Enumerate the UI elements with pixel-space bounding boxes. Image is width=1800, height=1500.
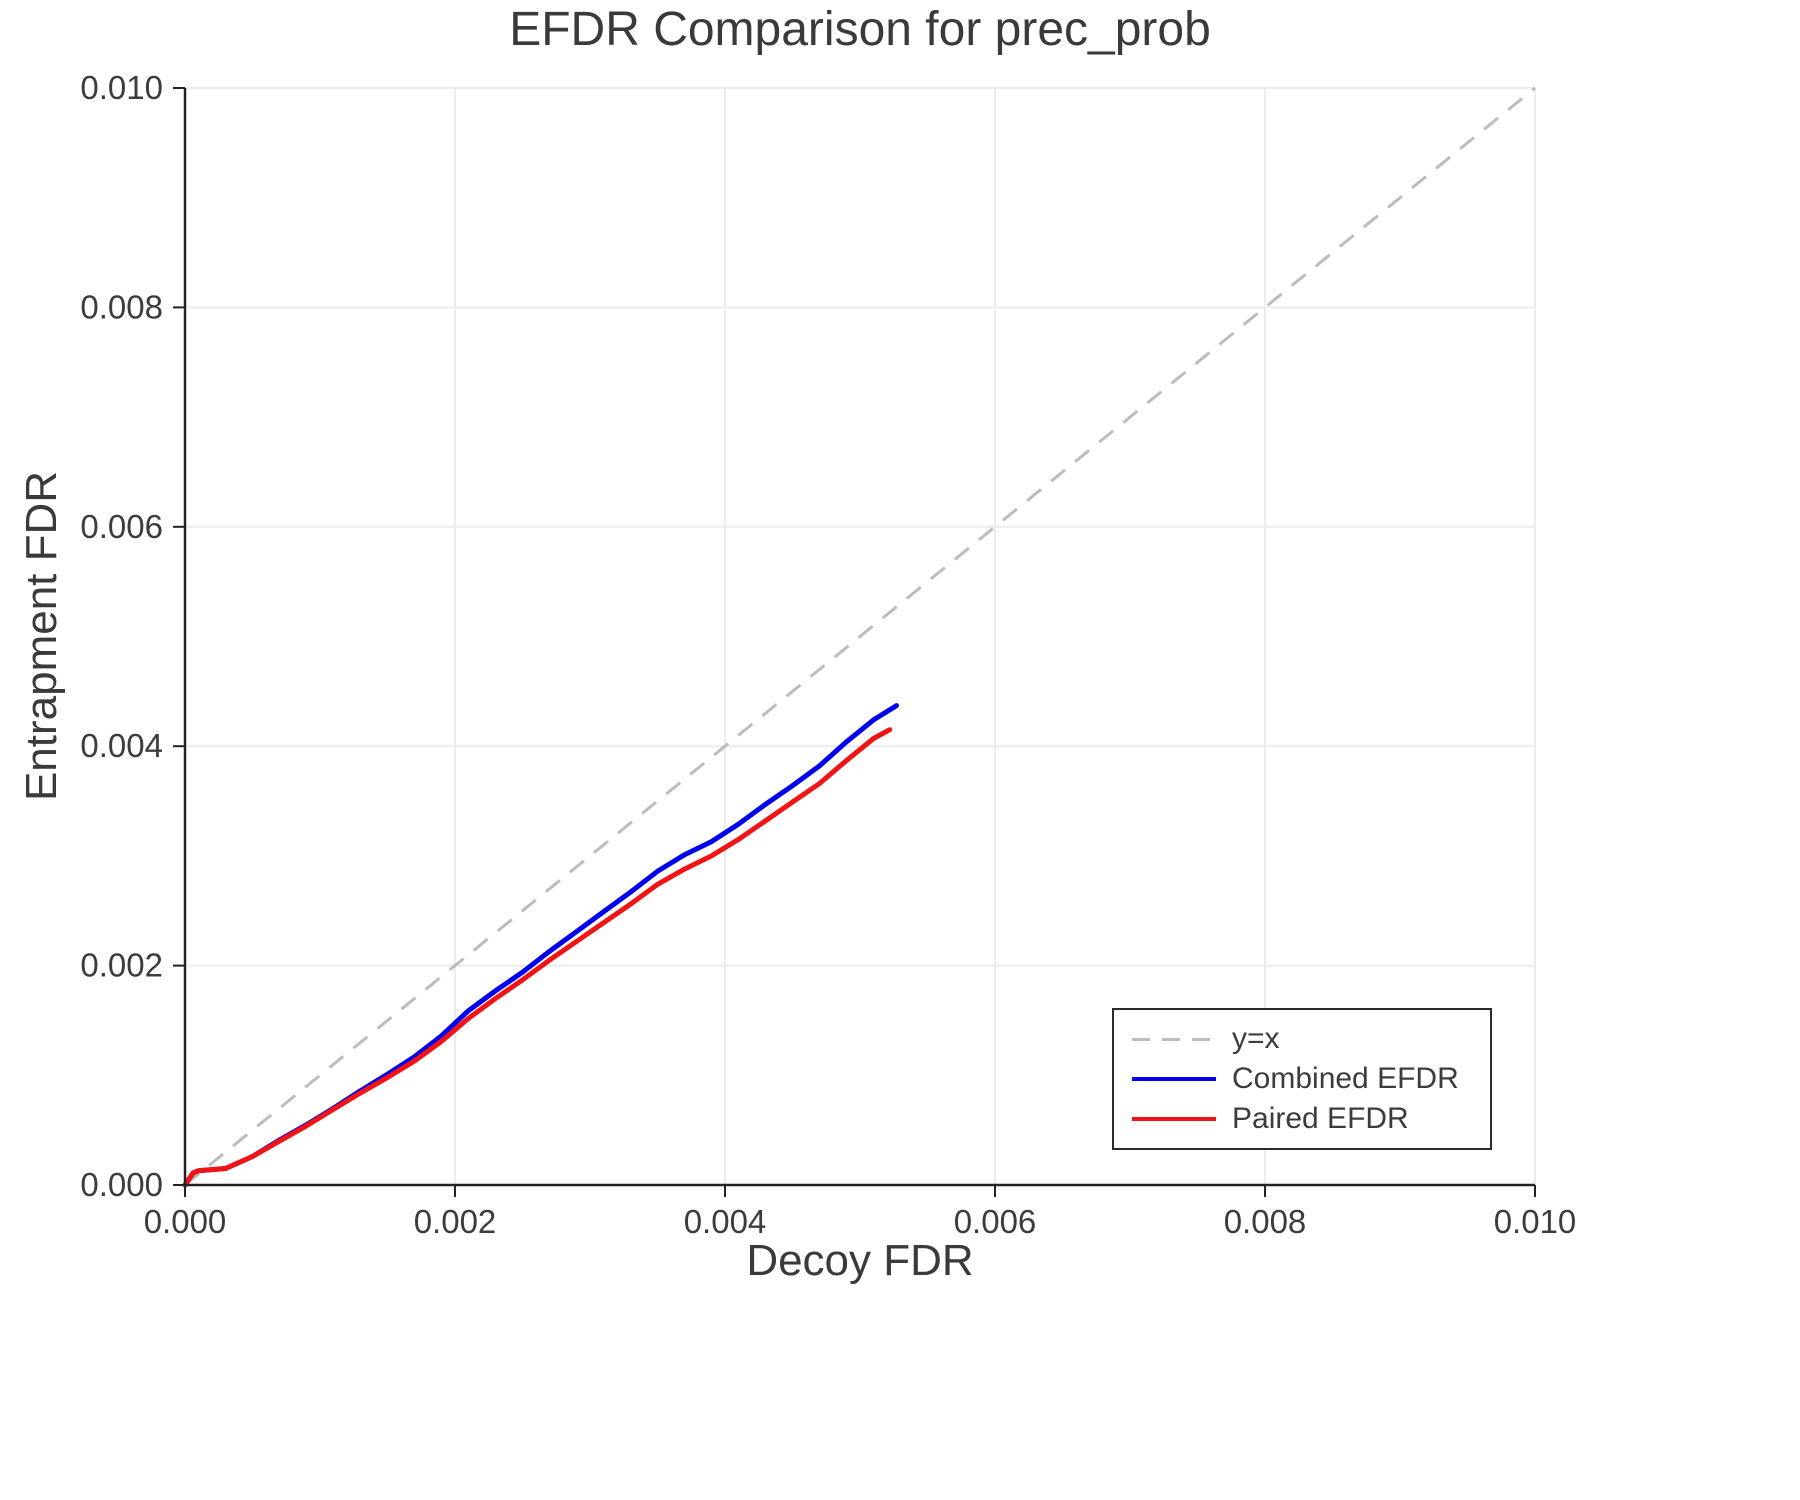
legend-line-swatch [1132,1117,1216,1121]
legend-entry-label: y=x [1232,1022,1280,1055]
x-tick-label: 0.002 [414,1203,497,1240]
y-tick-label: 0.008 [80,288,163,325]
legend-entry: Combined EFDR [1132,1062,1472,1096]
legend-entry-label: Paired EFDR [1232,1102,1409,1135]
legend-entry-label: Combined EFDR [1232,1062,1459,1095]
x-axis-label: Decoy FDR [746,1236,974,1285]
series-line-paired-efdr [182,727,893,1188]
legend-entry: y=x [1132,1022,1472,1056]
y-tick-label: 0.000 [80,1166,163,1203]
x-tick-label: 0.006 [954,1203,1037,1240]
reference-line-y-equals-x [184,86,1536,1187]
x-tick-label: 0.010 [1494,1203,1577,1240]
series-line-combined-efdr [182,703,899,1188]
legend-dashed-line-swatch [1132,1037,1216,1041]
x-tick-label: 0.000 [144,1203,227,1240]
legend: y=x Combined EFDR Paired EFDR [1112,1008,1492,1150]
legend-line-swatch [1132,1077,1216,1081]
y-tick-label: 0.002 [80,947,163,984]
legend-entry: Paired EFDR [1132,1102,1472,1136]
x-tick-label: 0.008 [1224,1203,1307,1240]
y-tick-label: 0.010 [80,69,163,106]
y-axis-label: Entrapment FDR [17,470,66,802]
y-tick-label: 0.006 [80,508,163,545]
y-tick-label: 0.004 [80,727,163,764]
x-tick-label: 0.004 [684,1203,767,1240]
chart-title: EFDR Comparison for prec_prob [509,3,1211,56]
